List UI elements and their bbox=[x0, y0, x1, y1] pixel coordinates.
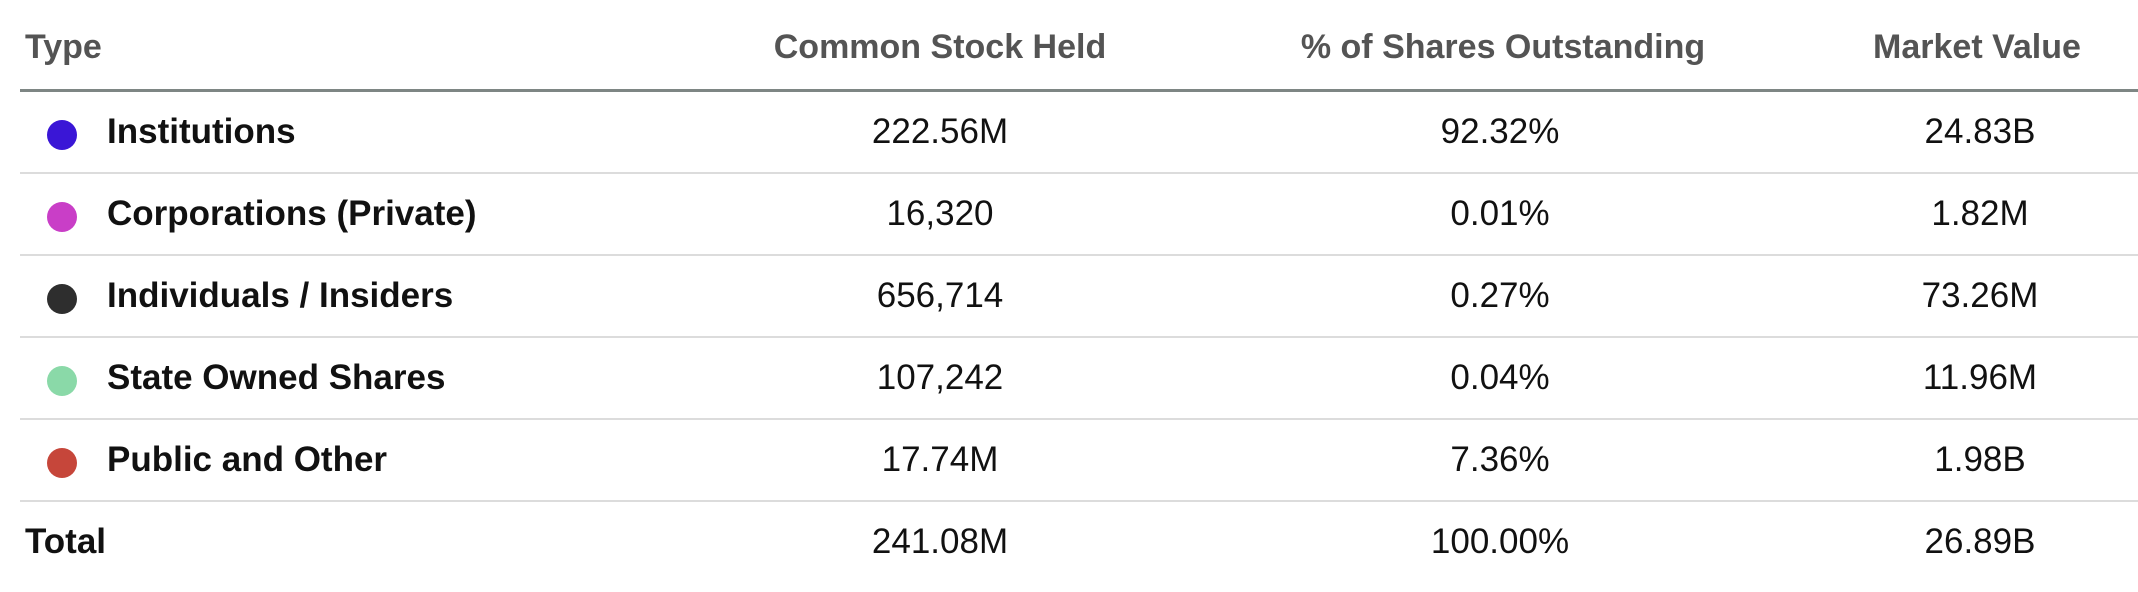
table-row: State Owned Shares 107,242 0.04% 11.96M bbox=[20, 338, 2138, 420]
header-common-stock-held: Common Stock Held bbox=[773, 28, 1107, 66]
row-type-cell: Institutions bbox=[20, 92, 296, 172]
row-held: 16,320 bbox=[886, 194, 994, 233]
table-row: Public and Other 17.74M 7.36% 1.98B bbox=[20, 420, 2138, 502]
row-held: 17.74M bbox=[881, 440, 999, 479]
row-pct: 0.01% bbox=[1450, 194, 1550, 233]
table-row: Institutions 222.56M 92.32% 24.83B bbox=[20, 92, 2138, 174]
header-market-value: Market Value bbox=[1873, 28, 2081, 66]
table-row: Individuals / Insiders 656,714 0.27% 73.… bbox=[20, 256, 2138, 338]
legend-dot-icon bbox=[47, 284, 77, 314]
row-label: Institutions bbox=[107, 112, 296, 151]
row-held: 222.56M bbox=[871, 112, 1009, 151]
row-label: Individuals / Insiders bbox=[107, 276, 454, 315]
row-market-value: 1.98B bbox=[1934, 440, 2026, 479]
row-type-cell: State Owned Shares bbox=[20, 338, 445, 418]
row-held: 656,714 bbox=[876, 276, 1004, 315]
total-label: Total bbox=[25, 522, 107, 561]
row-label: Public and Other bbox=[107, 440, 388, 479]
row-market-value: 24.83B bbox=[1924, 112, 2036, 151]
row-type-cell: Corporations (Private) bbox=[20, 174, 477, 254]
row-market-value: 1.82M bbox=[1931, 194, 2029, 233]
total-row: Total 241.08M 100.00% 26.89B bbox=[20, 502, 2138, 582]
header-pct-shares-outstanding: % of Shares Outstanding bbox=[1300, 28, 1706, 66]
total-held: 241.08M bbox=[871, 522, 1009, 561]
row-label: Corporations (Private) bbox=[107, 194, 477, 233]
ownership-table: Type Common Stock Held % of Shares Outst… bbox=[20, 0, 2138, 582]
row-type-cell: Individuals / Insiders bbox=[20, 256, 453, 336]
row-pct: 92.32% bbox=[1440, 112, 1560, 151]
header-type: Type bbox=[25, 28, 102, 66]
row-label: State Owned Shares bbox=[107, 358, 446, 397]
legend-dot-icon bbox=[47, 202, 77, 232]
row-market-value: 73.26M bbox=[1921, 276, 2039, 315]
table-row: Corporations (Private) 16,320 0.01% 1.82… bbox=[20, 174, 2138, 256]
row-pct: 7.36% bbox=[1450, 440, 1550, 479]
row-market-value: 11.96M bbox=[1922, 358, 2038, 397]
row-held: 107,242 bbox=[876, 358, 1004, 397]
total-pct: 100.00% bbox=[1430, 522, 1570, 561]
row-pct: 0.27% bbox=[1450, 276, 1550, 315]
total-market-value: 26.89B bbox=[1924, 522, 2036, 561]
row-pct: 0.04% bbox=[1450, 358, 1550, 397]
legend-dot-icon bbox=[47, 366, 77, 396]
total-type-cell: Total bbox=[20, 502, 106, 582]
table-header: Type Common Stock Held % of Shares Outst… bbox=[20, 0, 2138, 92]
row-type-cell: Public and Other bbox=[20, 420, 387, 500]
legend-dot-icon bbox=[47, 448, 77, 478]
legend-dot-icon bbox=[47, 120, 77, 150]
